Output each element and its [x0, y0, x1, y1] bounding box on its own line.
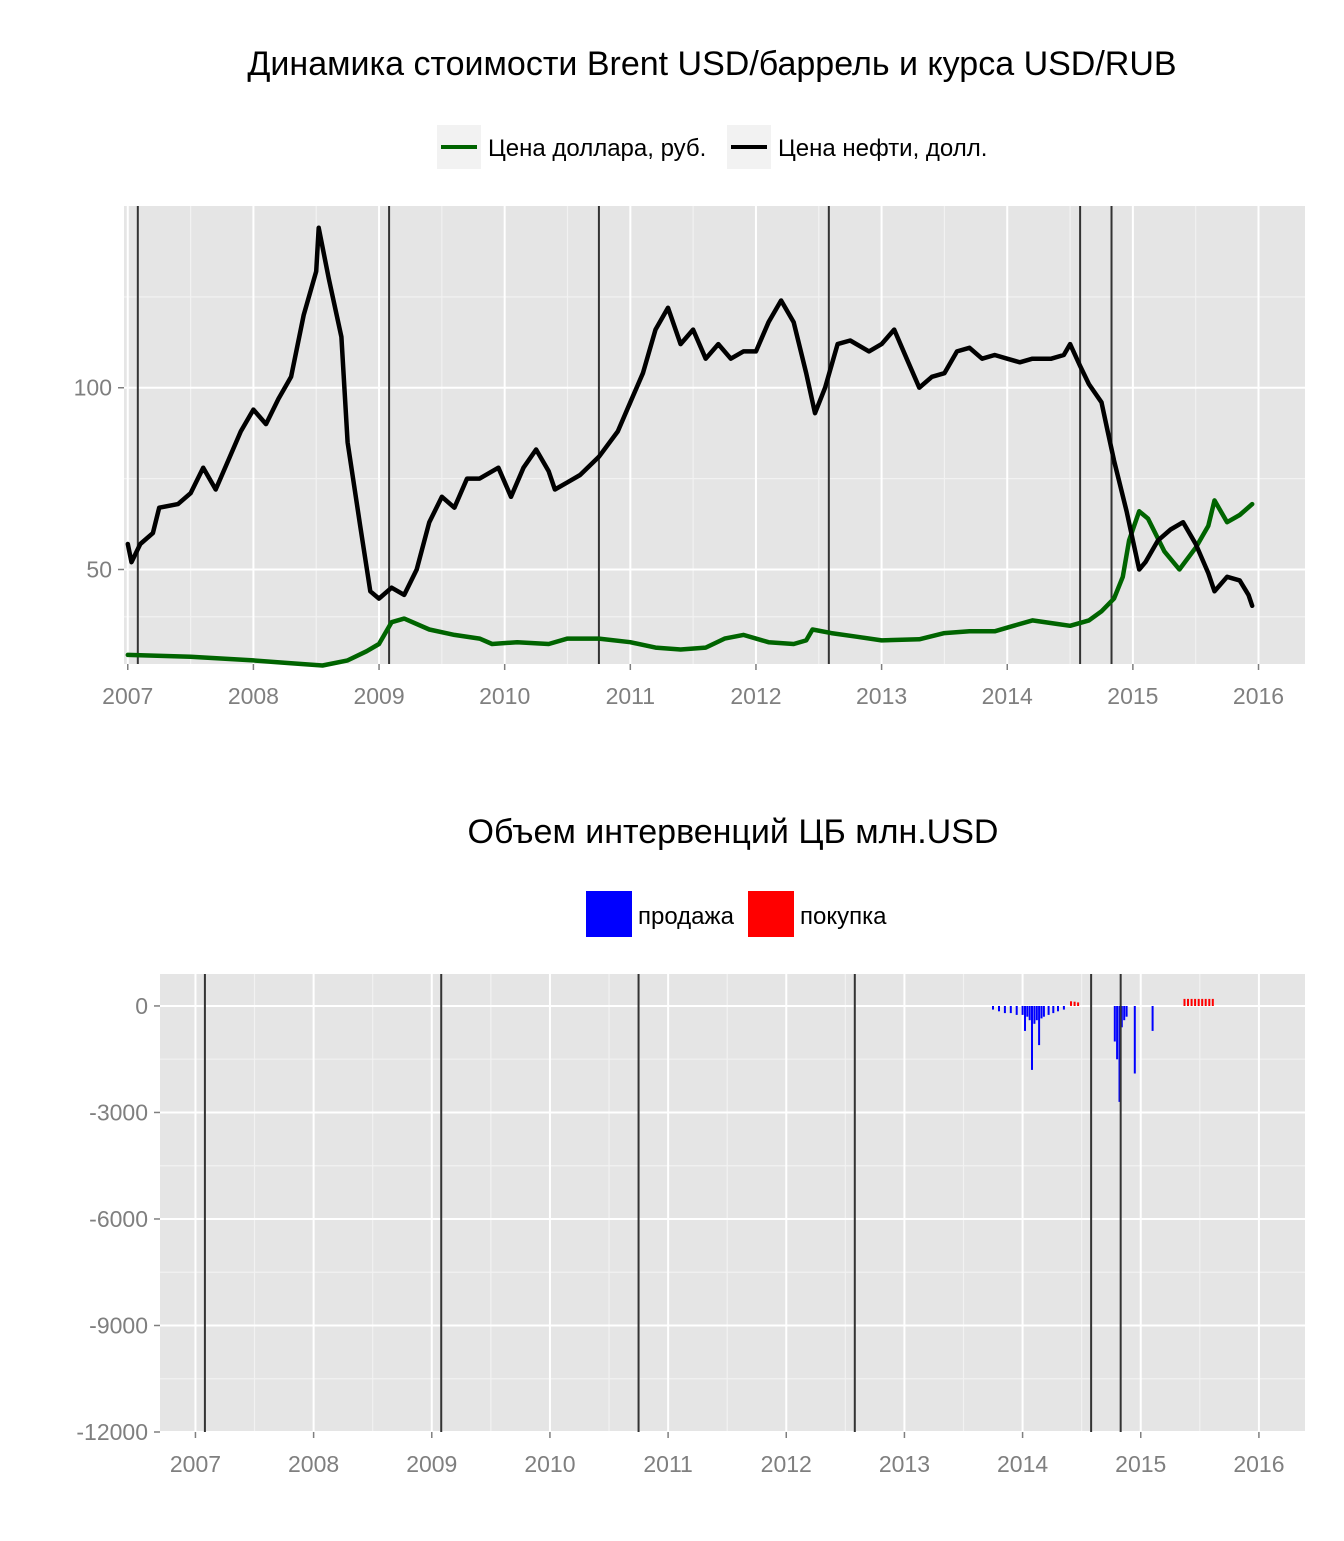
y-tick-label: -12000	[76, 1419, 148, 1445]
oil-usd-chart: Динамика стоимости Brent USD/баррель и к…	[74, 45, 1305, 709]
chart1-title: Динамика стоимости Brent USD/баррель и к…	[247, 45, 1176, 83]
sell-bar	[1116, 1006, 1119, 1060]
sell-bar	[1052, 1006, 1055, 1014]
buy-bar	[1204, 998, 1207, 1006]
legend-oil-key	[731, 145, 767, 149]
y-tick-label: -9000	[89, 1312, 148, 1338]
sell-bar	[1026, 1006, 1029, 1017]
buy-bar	[1187, 998, 1189, 1006]
y-tick-label: 0	[135, 993, 148, 1019]
interventions-chart: Объем интервенций ЦБ млн.USD продажа пок…	[76, 813, 1305, 1477]
sell-bar	[1042, 1006, 1045, 1017]
chart1-legend: Цена доллара, руб. Цена нефти, долл.	[437, 125, 987, 169]
legend-buy-key	[748, 891, 794, 937]
sell-bar	[1009, 1006, 1012, 1014]
sell-bar	[1015, 1006, 1018, 1015]
sell-bar	[1033, 1006, 1036, 1024]
x-tick-label: 2015	[1115, 1451, 1166, 1477]
chart2-legend: продажа покупка	[586, 891, 887, 937]
sell-bar	[1021, 1006, 1024, 1015]
sell-bar	[998, 1006, 1000, 1012]
buy-bar	[1077, 1002, 1080, 1006]
x-tick-label: 2011	[643, 1451, 692, 1477]
usd-rub-line	[125, 498, 1255, 668]
x-tick-label: 2013	[879, 1451, 930, 1477]
x-tick-label: 2012	[730, 683, 781, 709]
legend-usd-label: Цена доллара, руб.	[488, 135, 706, 162]
buy-bar	[1197, 998, 1200, 1006]
chart1-axes: 2007 2008 2009 2010 2011 2012 2013 2014 2015 2016…	[74, 375, 1284, 709]
x-tick-label: 2009	[406, 1451, 457, 1477]
chart1-plot-panel	[124, 206, 1305, 664]
chart1-series	[125, 225, 1255, 668]
chart2-axes: 2007 2008 2009 2010 2011 2012 2013 2014 2015 2016…	[76, 993, 1284, 1477]
y-tick-label: -6000	[89, 1206, 148, 1232]
sell-bar	[1125, 1006, 1128, 1017]
legend-buy-label: покупка	[800, 903, 887, 930]
buy-bar	[1211, 998, 1214, 1006]
sell-bar	[1024, 1006, 1026, 1031]
x-tick-label: 2008	[228, 683, 279, 709]
sell-bar	[1113, 1006, 1116, 1042]
x-tick-label: 2010	[479, 683, 530, 709]
chart1-grid	[124, 206, 1305, 664]
chart2-grid	[160, 974, 1305, 1433]
brent-oil-line	[125, 225, 1255, 609]
buy-bar	[1194, 998, 1197, 1006]
chart2-title: Объем интервенций ЦБ млн.USD	[468, 813, 999, 851]
chart1-event-lines	[136, 206, 1113, 664]
x-tick-label: 2010	[524, 1451, 575, 1477]
sell-bar	[1151, 1006, 1154, 1031]
sell-bar	[1123, 1006, 1126, 1021]
x-tick-label: 2016	[1233, 1451, 1284, 1477]
x-tick-label: 2007	[102, 683, 153, 709]
x-tick-label: 2012	[761, 1451, 812, 1477]
buy-bar	[1201, 998, 1204, 1006]
x-tick-label: 2009	[353, 683, 404, 709]
x-tick-label: 2008	[288, 1451, 339, 1477]
y-tick-label: 50	[86, 556, 112, 582]
legend-oil-label: Цена нефти, долл.	[778, 135, 987, 162]
chart2-event-lines	[203, 974, 1122, 1432]
x-tick-label: 2015	[1107, 683, 1158, 709]
x-tick-label: 2011	[606, 683, 655, 709]
sell-bar	[1038, 1006, 1041, 1046]
x-tick-label: 2007	[170, 1451, 221, 1477]
chart2-plot-panel	[160, 974, 1305, 1432]
sell-bar	[992, 1006, 994, 1010]
buy-bar	[1183, 998, 1186, 1006]
x-tick-label: 2014	[982, 683, 1033, 709]
sell-bar	[1120, 1006, 1123, 1028]
sell-bar	[1035, 1006, 1038, 1021]
y-tick-label: 100	[74, 375, 112, 401]
sell-bar	[1028, 1006, 1031, 1021]
buy-bar	[1208, 998, 1211, 1006]
chart2-bars	[992, 998, 1214, 1102]
sell-bar	[1062, 1006, 1065, 1010]
buy-bar	[1073, 1001, 1076, 1006]
sell-bar	[1118, 1006, 1121, 1102]
legend-sell-key	[586, 891, 632, 937]
buy-bar	[1070, 1001, 1072, 1006]
sell-bar	[1133, 1006, 1136, 1074]
x-tick-label: 2014	[997, 1451, 1048, 1477]
legend-usd-key	[441, 145, 477, 149]
sell-bar	[1040, 1006, 1043, 1019]
x-tick-label: 2016	[1233, 683, 1284, 709]
sell-bar	[1047, 1006, 1050, 1015]
sell-bar	[1057, 1006, 1059, 1012]
x-tick-label: 2013	[856, 683, 907, 709]
legend-sell-label: продажа	[638, 903, 735, 930]
sell-bar	[1003, 1006, 1006, 1014]
buy-bar	[1190, 998, 1193, 1006]
sell-bar	[1031, 1006, 1033, 1070]
y-tick-label: -3000	[89, 1099, 148, 1125]
